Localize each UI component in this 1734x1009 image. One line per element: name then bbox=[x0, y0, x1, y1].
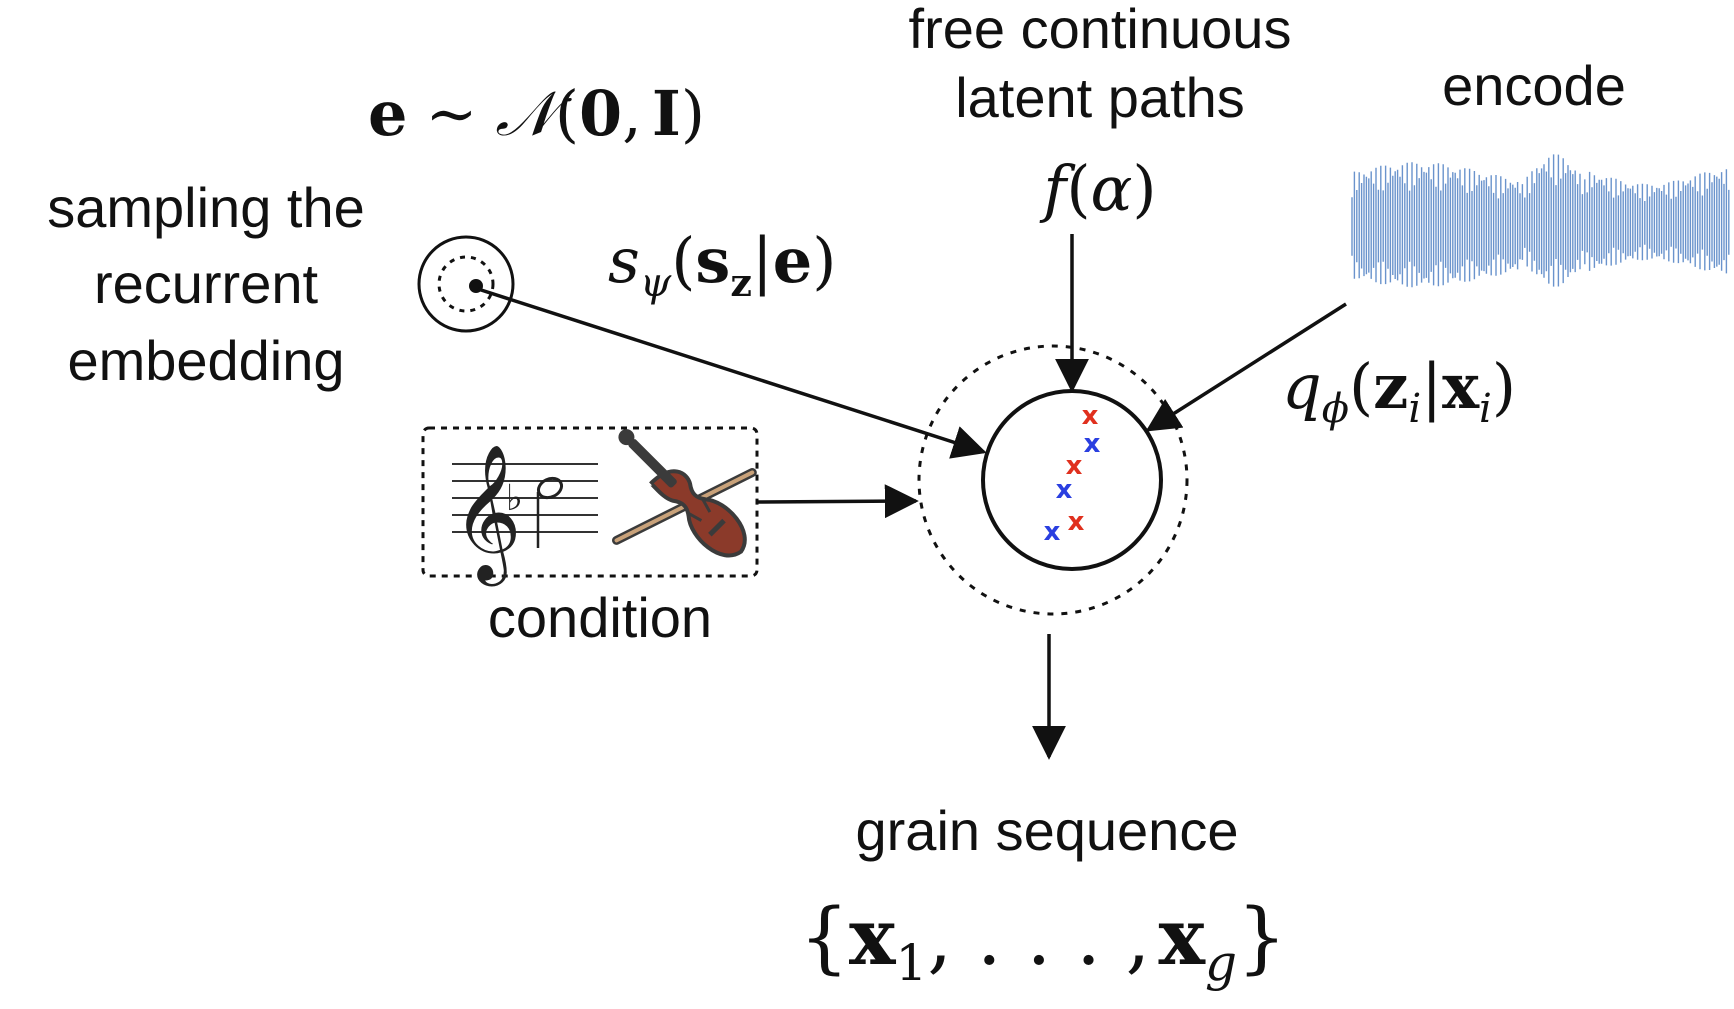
latent-mark-blue: x bbox=[1084, 429, 1101, 459]
encode-label: encode bbox=[1442, 54, 1626, 117]
latent-mark-red: x bbox=[1068, 507, 1085, 537]
free-paths-label-line1: free continuous bbox=[909, 0, 1292, 60]
prior-formula: e ∼ 𝒩(0, I) bbox=[368, 77, 705, 150]
treble-clef-staff-icon: 𝄞 ♭ bbox=[452, 442, 598, 586]
sampling-label-line3: embedding bbox=[67, 329, 344, 392]
condition-box bbox=[421, 426, 759, 578]
f-alpha-formula: f(α) bbox=[1039, 152, 1156, 225]
free-paths-label-line2: latent paths bbox=[955, 66, 1245, 129]
arrow-encode bbox=[1145, 302, 1347, 432]
s-psi-formula: sψ(sz|e) bbox=[608, 224, 836, 306]
latent-outer-circle bbox=[917, 344, 1189, 616]
waveform-trace bbox=[1351, 154, 1730, 288]
condition-label: condition bbox=[488, 586, 712, 649]
q-phi-formula: qϕ(zi|xi) bbox=[1282, 350, 1516, 432]
grain-set-formula: {x1, . . . , xg} bbox=[799, 892, 1286, 992]
dotted-circle-icon bbox=[417, 235, 515, 333]
arrow-embedding bbox=[477, 287, 987, 459]
arrow-condition bbox=[757, 484, 919, 519]
grain-sequence-label: grain sequence bbox=[856, 799, 1239, 862]
svg-text:𝄞: 𝄞 bbox=[452, 442, 522, 586]
svg-text:♭: ♭ bbox=[506, 478, 523, 519]
latent-mark-blue: x bbox=[1044, 517, 1061, 547]
violin-icon bbox=[612, 429, 757, 558]
latent-mark-red: x bbox=[1066, 451, 1083, 481]
sampling-label-line2: recurrent bbox=[94, 252, 319, 315]
latent-mark-red: x bbox=[1082, 401, 1099, 431]
latent-mark-blue: x bbox=[1056, 475, 1073, 505]
sampling-label-line1: sampling the bbox=[47, 176, 365, 239]
waveform-icon bbox=[1351, 154, 1730, 288]
